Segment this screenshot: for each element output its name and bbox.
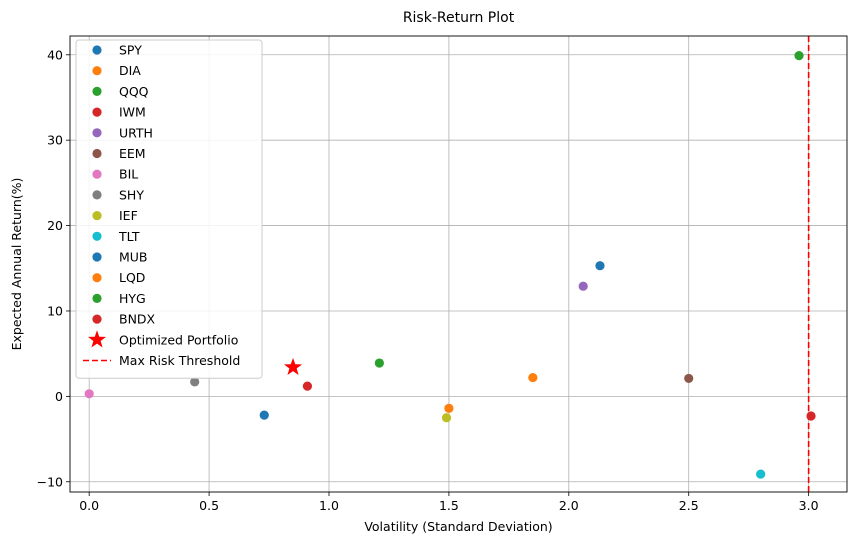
plot-frame bbox=[69, 35, 848, 493]
legend-marker-lqd bbox=[92, 273, 102, 283]
legend-label-iwm: IWM bbox=[119, 105, 146, 120]
point-iwm bbox=[806, 411, 816, 421]
legend-marker-shy bbox=[92, 190, 102, 200]
legend-label-spy: SPY bbox=[119, 43, 142, 58]
legend-marker-qqq bbox=[92, 86, 102, 96]
point-qqq bbox=[794, 51, 804, 61]
x-tick-label: 3.0 bbox=[799, 498, 819, 513]
legend: SPY DIA QQQ IWM URTH EEM BIL SHY IEF TLT MUB LQD HYG… bbox=[75, 39, 263, 379]
legend-marker-tlt bbox=[92, 231, 102, 241]
legend-label-ief: IEF bbox=[119, 208, 138, 223]
legend-label-max-risk-threshold: Max Risk Threshold bbox=[119, 353, 240, 368]
legend-marker-eem bbox=[92, 148, 102, 159]
x-tick-label: 1.0 bbox=[319, 498, 339, 513]
data-points bbox=[84, 51, 816, 479]
legend-marker-urth bbox=[92, 128, 102, 138]
legend-marker-dia bbox=[92, 66, 102, 76]
chart-title: Risk-Return Plot bbox=[403, 10, 515, 26]
x-tick-label: 2.5 bbox=[679, 498, 699, 513]
legend-label-bndx: BNDX bbox=[119, 312, 156, 327]
optimized-portfolio-star bbox=[283, 357, 303, 376]
point-eem bbox=[684, 373, 694, 384]
x-tick-label: 1.5 bbox=[439, 498, 459, 513]
legend-label-hyg: HYG bbox=[119, 291, 146, 306]
legend-label-tlt: TLT bbox=[118, 229, 140, 244]
point-spy bbox=[595, 261, 605, 271]
legend-label-mub: MUB bbox=[119, 250, 148, 265]
point-mub bbox=[259, 410, 269, 420]
legend-marker-hyg bbox=[92, 293, 102, 303]
legend-label-qqq: QQQ bbox=[119, 84, 149, 99]
point-tlt bbox=[756, 469, 766, 479]
legend-marker-ief bbox=[92, 211, 102, 221]
legend-label-urth: URTH bbox=[119, 125, 153, 140]
legend-marker-iwm bbox=[92, 107, 102, 117]
legend-marker-mub bbox=[92, 252, 102, 262]
x-tick-label: 0.0 bbox=[79, 498, 99, 513]
legend-label-bil: BIL bbox=[119, 167, 138, 182]
point-bndx bbox=[302, 381, 313, 391]
y-tick-label: 10 bbox=[47, 303, 63, 318]
y-axis-title: Expected Annual Return(%) bbox=[9, 178, 24, 351]
point-dia bbox=[444, 403, 454, 413]
legend-marker-bil bbox=[92, 169, 102, 179]
point-shy bbox=[190, 377, 200, 387]
point-urth bbox=[578, 281, 588, 291]
legend-label-shy: SHY bbox=[119, 187, 144, 202]
point-hyg bbox=[374, 358, 384, 368]
legend-marker-spy bbox=[92, 45, 102, 55]
y-tick-label: 20 bbox=[47, 218, 63, 233]
legend-label-dia: DIA bbox=[119, 63, 141, 78]
x-tick-label: 2.0 bbox=[559, 498, 579, 513]
legend-label-lqd: LQD bbox=[119, 270, 145, 285]
axis-ticks: 0.0 0.5 1.0 1.5 2.0 2.5 3.0 −10 0 10 20 30 40 bbox=[37, 47, 819, 513]
legend-box bbox=[75, 39, 263, 379]
legend-marker-optimized-portfolio bbox=[87, 330, 107, 348]
legend-label-optimized-portfolio: Optimized Portfolio bbox=[119, 332, 238, 347]
y-tick-label: 0 bbox=[55, 389, 63, 404]
y-tick-label: −10 bbox=[37, 474, 63, 489]
x-tick-label: 0.5 bbox=[199, 498, 219, 513]
legend-label-eem: EEM bbox=[119, 146, 146, 161]
legend-marker-bndx bbox=[92, 314, 102, 324]
y-tick-label: 40 bbox=[47, 47, 63, 62]
point-lqd bbox=[528, 372, 538, 383]
x-axis-title: Volatility (Standard Deviation) bbox=[364, 519, 552, 534]
point-ief bbox=[441, 413, 452, 423]
point-bil bbox=[84, 389, 94, 399]
y-tick-label: 30 bbox=[47, 133, 63, 148]
